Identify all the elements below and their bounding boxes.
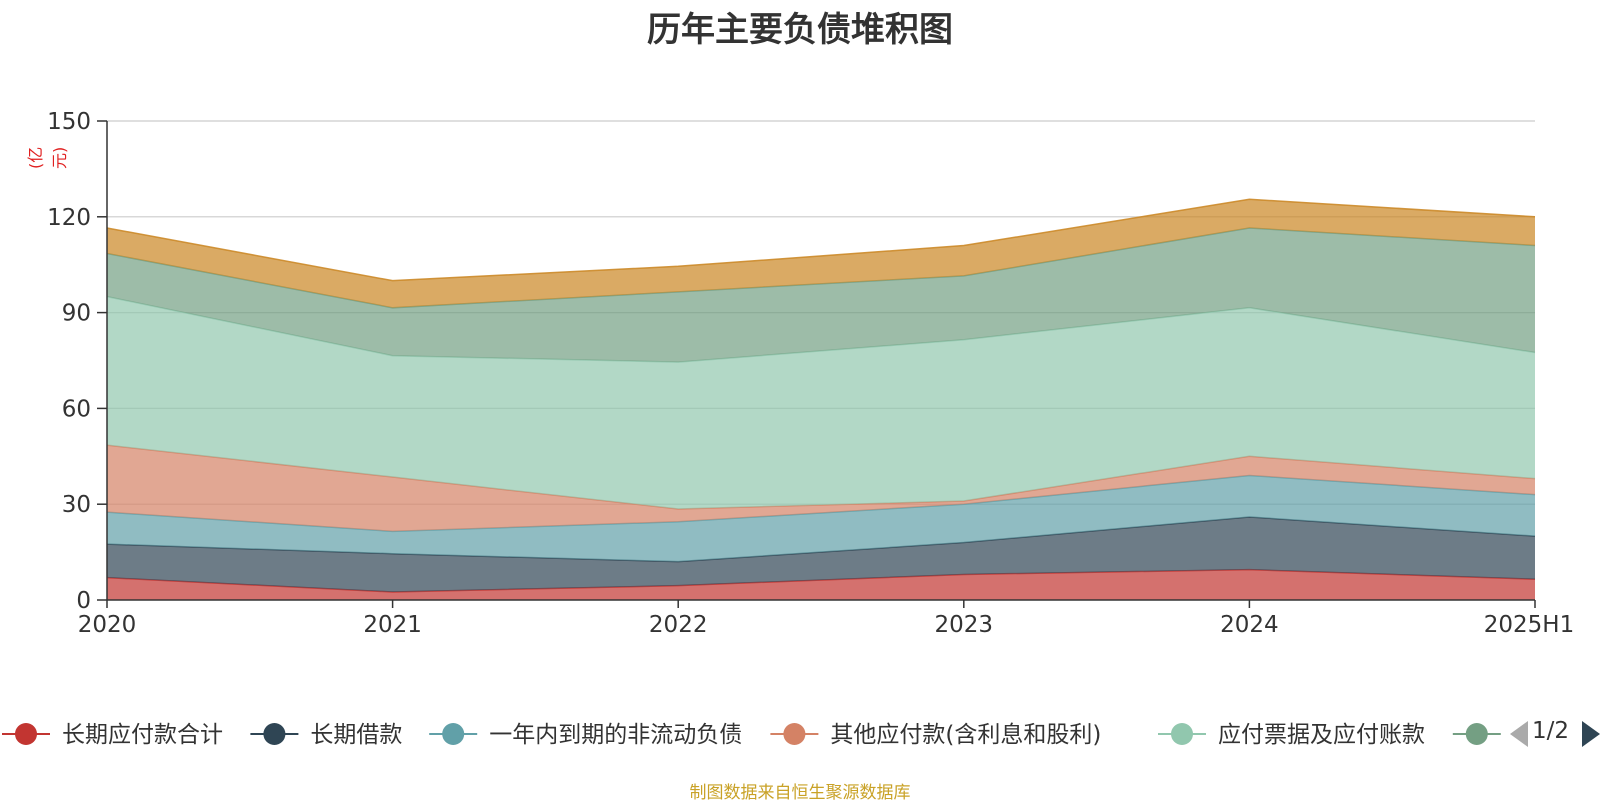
legend-label: 长期借款: [310, 722, 402, 748]
legend-marker: [1171, 723, 1193, 745]
series-line-6: [106, 198, 1536, 282]
series-area-4: [107, 296, 1535, 509]
y-tick-label: 0: [76, 588, 91, 614]
legend-label: 长期应付款合计: [62, 722, 223, 748]
legend-item-3[interactable]: 其他应付款(含利息和股利): [770, 722, 1101, 748]
legend-label: 一年内到期的非流动负债: [489, 722, 742, 748]
legend-marker: [15, 723, 37, 745]
legend-label: 其他应付款(含利息和股利): [830, 722, 1101, 748]
series-area-3: [107, 445, 1535, 532]
legend-marker: [442, 723, 465, 745]
legend-marker: [1465, 723, 1488, 745]
y-tick-label: 60: [62, 396, 91, 422]
y-axis-unit-label: (亿元): [26, 146, 69, 169]
series-area-1: [107, 516, 1535, 593]
data-source-note: 制图数据来自恒生聚源数据库: [689, 783, 911, 803]
legend[interactable]: 长期应付款合计 长期借款 一年内到期的非流动负债 其他应付款(含利息和股利) 应付票据及…: [2, 721, 1600, 748]
legend-item-0[interactable]: 长期应付款合计: [2, 722, 223, 748]
legend-item-5[interactable]: [1452, 723, 1501, 745]
legend-item-4[interactable]: 应付票据及应付账款: [1158, 722, 1425, 748]
legend-marker: [783, 723, 806, 745]
series-area-6: [107, 199, 1535, 308]
legend-prev-page-icon[interactable]: [1510, 721, 1528, 747]
x-tick-label: 2020: [78, 612, 137, 638]
legend-page-indicator: 1/2: [1532, 718, 1570, 744]
axis-layer: 0 30 60 90 120 150 2020 2021 2022 2023 2024 2025H1: [47, 109, 1574, 638]
y-tick-label: 120: [47, 205, 91, 231]
legend-marker: [263, 723, 286, 745]
series-area-5: [107, 227, 1535, 363]
x-tick-label: 2022: [649, 612, 708, 638]
legend-next-page-icon[interactable]: [1582, 721, 1600, 747]
x-tick-label: 2024: [1220, 612, 1279, 638]
y-tick-label: 150: [47, 109, 91, 135]
series-area-0: [107, 569, 1535, 600]
x-tick-label: 2023: [935, 612, 994, 638]
y-tick-label: 30: [62, 492, 91, 518]
legend-item-1[interactable]: 长期借款: [250, 722, 402, 748]
area-layer: [106, 198, 1536, 600]
x-tick-label: 2021: [363, 612, 422, 638]
x-tick-label: 2025H1: [1484, 612, 1574, 638]
y-tick-label: 90: [62, 301, 91, 327]
legend-item-2[interactable]: 一年内到期的非流动负债: [429, 722, 742, 748]
series-area-2: [107, 475, 1535, 562]
chart-title: 历年主要负债堆积图: [647, 10, 953, 50]
legend-label: 应付票据及应付账款: [1218, 722, 1425, 748]
